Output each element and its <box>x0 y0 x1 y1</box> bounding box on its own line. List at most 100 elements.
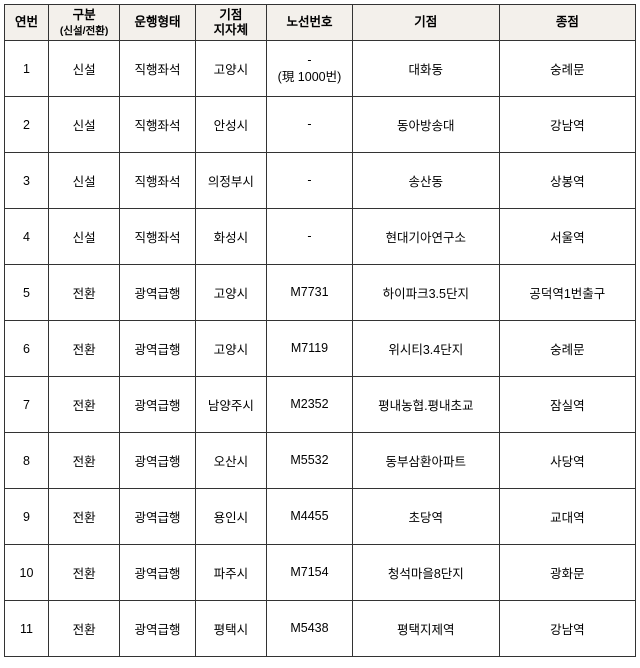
cell-operation: 광역급행 <box>120 433 195 489</box>
cell-route: M7119 <box>267 321 353 377</box>
cell-seq: 6 <box>5 321 49 377</box>
cell-operation: 광역급행 <box>120 265 195 321</box>
header-route: 노선번호 <box>267 5 353 41</box>
cell-origin: 동아방송대 <box>352 97 499 153</box>
cell-seq: 1 <box>5 41 49 97</box>
cell-origin: 위시티3.4단지 <box>352 321 499 377</box>
cell-route: M2352 <box>267 377 353 433</box>
cell-gov: 안성시 <box>195 97 266 153</box>
cell-route: - <box>267 153 353 209</box>
cell-dest: 공덕역1번출구 <box>499 265 635 321</box>
cell-origin: 현대기아연구소 <box>352 209 499 265</box>
cell-origin: 대화동 <box>352 41 499 97</box>
table-body: 1신설직행좌석고양시-(現 1000번)대화동숭례문2신설직행좌석안성시-동아방… <box>5 41 636 657</box>
cell-gov: 남양주시 <box>195 377 266 433</box>
cell-dest: 강남역 <box>499 601 635 657</box>
cell-seq: 2 <box>5 97 49 153</box>
cell-operation: 직행좌석 <box>120 209 195 265</box>
cell-origin: 송산동 <box>352 153 499 209</box>
cell-seq: 5 <box>5 265 49 321</box>
cell-route-line1: - <box>307 53 311 67</box>
cell-route: M4455 <box>267 489 353 545</box>
cell-gov: 의정부시 <box>195 153 266 209</box>
cell-type: 전환 <box>49 545 120 601</box>
cell-dest: 교대역 <box>499 489 635 545</box>
cell-dest: 사당역 <box>499 433 635 489</box>
cell-type: 전환 <box>49 321 120 377</box>
cell-route-line1: M7731 <box>290 285 328 299</box>
cell-dest: 광화문 <box>499 545 635 601</box>
cell-type: 전환 <box>49 489 120 545</box>
cell-route-line2: (現 1000번) <box>278 70 342 84</box>
cell-route: - <box>267 209 353 265</box>
cell-type: 전환 <box>49 265 120 321</box>
cell-type: 전환 <box>49 601 120 657</box>
table-row: 3신설직행좌석의정부시-송산동상봉역 <box>5 153 636 209</box>
cell-origin: 청석마을8단지 <box>352 545 499 601</box>
header-row: 연번 구분 (신설/전환) 운행형태 기점 지자체 노선번호 기점 종점 <box>5 5 636 41</box>
cell-seq: 3 <box>5 153 49 209</box>
table-row: 8전환광역급행오산시 M5532 동부삼환아파트사당역 <box>5 433 636 489</box>
cell-dest: 숭례문 <box>499 41 635 97</box>
header-seq-label: 연번 <box>15 15 38 29</box>
cell-operation: 직행좌석 <box>120 153 195 209</box>
cell-gov: 용인시 <box>195 489 266 545</box>
cell-operation: 직행좌석 <box>120 97 195 153</box>
cell-origin: 하이파크3.5단지 <box>352 265 499 321</box>
cell-type: 전환 <box>49 433 120 489</box>
table-row: 5전환광역급행고양시 M7731 하이파크3.5단지공덕역1번출구 <box>5 265 636 321</box>
cell-origin: 동부삼환아파트 <box>352 433 499 489</box>
table-row: 9전환광역급행용인시M4455초당역교대역 <box>5 489 636 545</box>
cell-seq: 10 <box>5 545 49 601</box>
cell-seq: 9 <box>5 489 49 545</box>
table-row: 7전환광역급행남양주시M2352평내농협.평내초교잠실역 <box>5 377 636 433</box>
cell-type: 신설 <box>49 97 120 153</box>
cell-route: M5438 <box>267 601 353 657</box>
cell-gov: 오산시 <box>195 433 266 489</box>
cell-dest: 잠실역 <box>499 377 635 433</box>
cell-origin: 평택지제역 <box>352 601 499 657</box>
table-row: 6전환광역급행고양시M7119위시티3.4단지숭례문 <box>5 321 636 377</box>
table-header: 연번 구분 (신설/전환) 운행형태 기점 지자체 노선번호 기점 종점 <box>5 5 636 41</box>
header-origin-label: 기점 <box>414 15 437 29</box>
cell-route-line1: M7154 <box>290 565 328 579</box>
cell-gov: 파주시 <box>195 545 266 601</box>
cell-operation: 광역급행 <box>120 545 195 601</box>
cell-route-line1: M5532 <box>290 453 328 467</box>
cell-route: M7154 <box>267 545 353 601</box>
cell-route-line1: - <box>307 173 311 187</box>
header-route-label: 노선번호 <box>286 15 332 29</box>
cell-gov: 평택시 <box>195 601 266 657</box>
cell-operation: 광역급행 <box>120 489 195 545</box>
cell-origin: 평내농협.평내초교 <box>352 377 499 433</box>
header-dest: 종점 <box>499 5 635 41</box>
header-type-sublabel: (신설/전환) <box>60 25 109 37</box>
header-origin: 기점 <box>352 5 499 41</box>
cell-seq: 8 <box>5 433 49 489</box>
table-row: 1신설직행좌석고양시-(現 1000번)대화동숭례문 <box>5 41 636 97</box>
cell-dest: 숭례문 <box>499 321 635 377</box>
table-row: 4신설직행좌석화성시-현대기아연구소서울역 <box>5 209 636 265</box>
bus-routes-table: 연번 구분 (신설/전환) 운행형태 기점 지자체 노선번호 기점 종점 1신설… <box>4 4 636 657</box>
cell-origin: 초당역 <box>352 489 499 545</box>
cell-gov: 고양시 <box>195 321 266 377</box>
cell-operation: 직행좌석 <box>120 41 195 97</box>
cell-operation: 광역급행 <box>120 601 195 657</box>
cell-route-line1: M2352 <box>290 397 328 411</box>
cell-route: M5532 <box>267 433 353 489</box>
cell-seq: 7 <box>5 377 49 433</box>
cell-gov: 고양시 <box>195 265 266 321</box>
cell-operation: 광역급행 <box>120 377 195 433</box>
cell-route-line1: M7119 <box>291 341 328 355</box>
header-operation-label: 운행형태 <box>135 15 181 29</box>
cell-route-line1: - <box>307 229 311 243</box>
cell-route: M7731 <box>267 265 353 321</box>
cell-type: 신설 <box>49 209 120 265</box>
cell-route-line1: - <box>307 117 311 131</box>
table-row: 11전환광역급행평택시M5438평택지제역강남역 <box>5 601 636 657</box>
cell-route: - (現 1000번) <box>267 41 353 97</box>
cell-dest: 강남역 <box>499 97 635 153</box>
table-row: 2신설직행좌석안성시 - 동아방송대강남역 <box>5 97 636 153</box>
cell-seq: 11 <box>5 601 49 657</box>
cell-type: 신설 <box>49 41 120 97</box>
